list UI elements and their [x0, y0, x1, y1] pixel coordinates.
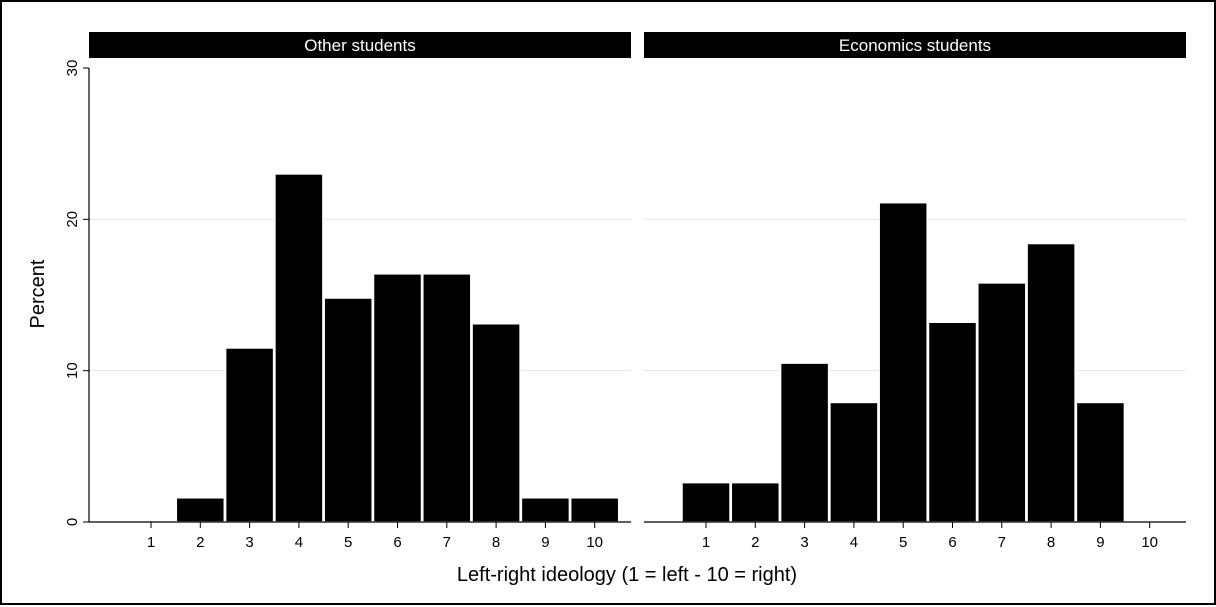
x-axis-title: Left-right ideology (1 = left - 10 = rig…: [457, 564, 797, 586]
x-tick-label: 2: [196, 534, 204, 551]
y-tick-label: 20: [64, 211, 81, 228]
x-tick-label: 3: [800, 534, 808, 551]
bar: [779, 362, 830, 523]
bar: [927, 321, 978, 523]
y-tick-label: 10: [64, 362, 81, 379]
bar: [1075, 401, 1126, 523]
x-tick-label: 10: [586, 534, 603, 551]
x-tick-label: 6: [948, 534, 956, 551]
bar: [422, 273, 472, 523]
y-tick-label: 0: [64, 518, 81, 526]
bar: [1026, 242, 1076, 523]
panel-title: Other students: [304, 36, 416, 55]
bar: [471, 323, 521, 523]
x-tick-label: 3: [245, 534, 253, 551]
x-tick-label: 4: [850, 534, 858, 551]
bar: [323, 297, 373, 523]
bar: [681, 481, 731, 523]
bar: [878, 201, 928, 523]
x-tick-label: 7: [443, 534, 451, 551]
bar: [977, 282, 1027, 523]
panel-header: [89, 32, 631, 58]
bar: [520, 497, 571, 523]
bar: [829, 401, 879, 523]
panel-header: [644, 32, 1186, 58]
x-tick-label: 9: [541, 534, 549, 551]
panel-other-students: Other students: [89, 32, 631, 58]
panel-economics-students: Economics students: [644, 32, 1186, 58]
y-tick-label: 30: [64, 60, 81, 77]
x-tick-label: 2: [751, 534, 759, 551]
x-tick-label: 5: [344, 534, 352, 551]
y-axis-title: Percent: [27, 259, 49, 328]
x-tick-label: 7: [998, 534, 1006, 551]
bar: [274, 173, 324, 523]
bars: [175, 173, 1126, 523]
x-tick-label: 8: [1047, 534, 1055, 551]
x-tick-label: 9: [1096, 534, 1104, 551]
x-tick-label: 10: [1141, 534, 1158, 551]
x-tick-label: 6: [393, 534, 401, 551]
bar: [730, 481, 781, 523]
panel-title: Economics students: [839, 36, 991, 55]
bar: [224, 347, 275, 523]
bar: [569, 497, 620, 523]
x-tick-label: 5: [899, 534, 907, 551]
bar: [372, 273, 423, 523]
axes: 1 2 3 4 5 6 7 8 9 10 1 2 3 4 5 6 7 8 9 10 0 10 20 30: [64, 60, 1186, 551]
x-tick-label: 8: [492, 534, 500, 551]
x-tick-label: 1: [147, 534, 155, 551]
bar: [175, 497, 226, 523]
x-tick-label: 1: [702, 534, 710, 551]
x-tick-label: 4: [295, 534, 303, 551]
